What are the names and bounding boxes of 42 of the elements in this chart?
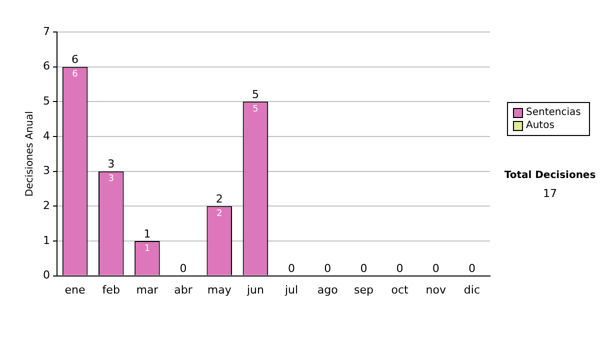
x-tick-label: jun <box>246 283 264 296</box>
x-tick-label: oct <box>391 283 410 296</box>
x-tick-label: dic <box>464 283 480 296</box>
total-label: 1 <box>144 227 151 240</box>
total-label: 6 <box>72 53 79 66</box>
y-tick-label: 3 <box>43 164 50 178</box>
x-tick-label: abr <box>174 283 193 296</box>
data-label: 6 <box>72 70 78 80</box>
x-tick-label: may <box>207 283 232 296</box>
data-label: 1 <box>144 244 150 254</box>
total-label: 0 <box>180 262 187 276</box>
total-label: 5 <box>252 88 259 102</box>
legend-label: Autos <box>526 119 554 132</box>
text: Total Decisiones <box>503 170 597 181</box>
data-label: 5 <box>252 104 258 114</box>
legend-label: Sentencias <box>526 106 581 119</box>
y-tick-label: 1 <box>43 234 50 247</box>
data-label: 3 <box>108 174 114 184</box>
x-tick-label: feb <box>102 283 120 296</box>
y-tick-label: 2 <box>43 199 50 212</box>
x-tick-label: ago <box>317 283 338 296</box>
total-label: 0 <box>468 262 476 276</box>
x-tick-label: ene <box>64 283 86 296</box>
total-label: 0 <box>396 262 404 276</box>
total-label: 0 <box>360 262 368 276</box>
y-tick-label: 6 <box>43 60 50 73</box>
x-tick-label: nov <box>426 283 446 296</box>
x-tick-label: sep <box>354 283 374 296</box>
x-tick-label: jul <box>284 283 298 296</box>
x-tick-label: mar <box>136 283 159 296</box>
total-label: 0 <box>432 262 440 276</box>
total-label: 0 <box>324 262 332 276</box>
y-tick-label: 5 <box>43 94 50 108</box>
data-label: 2 <box>216 208 222 219</box>
y-tick-label: 4 <box>43 129 50 142</box>
total-label: 0 <box>288 262 296 276</box>
total-label: 3 <box>108 158 115 171</box>
total-label: 2 <box>216 192 223 206</box>
text: 17 <box>542 187 558 200</box>
y-axis-title: Decisiones Anual <box>24 111 36 197</box>
y-tick-label: 0 <box>43 268 50 282</box>
y-tick-label: 7 <box>43 24 50 38</box>
